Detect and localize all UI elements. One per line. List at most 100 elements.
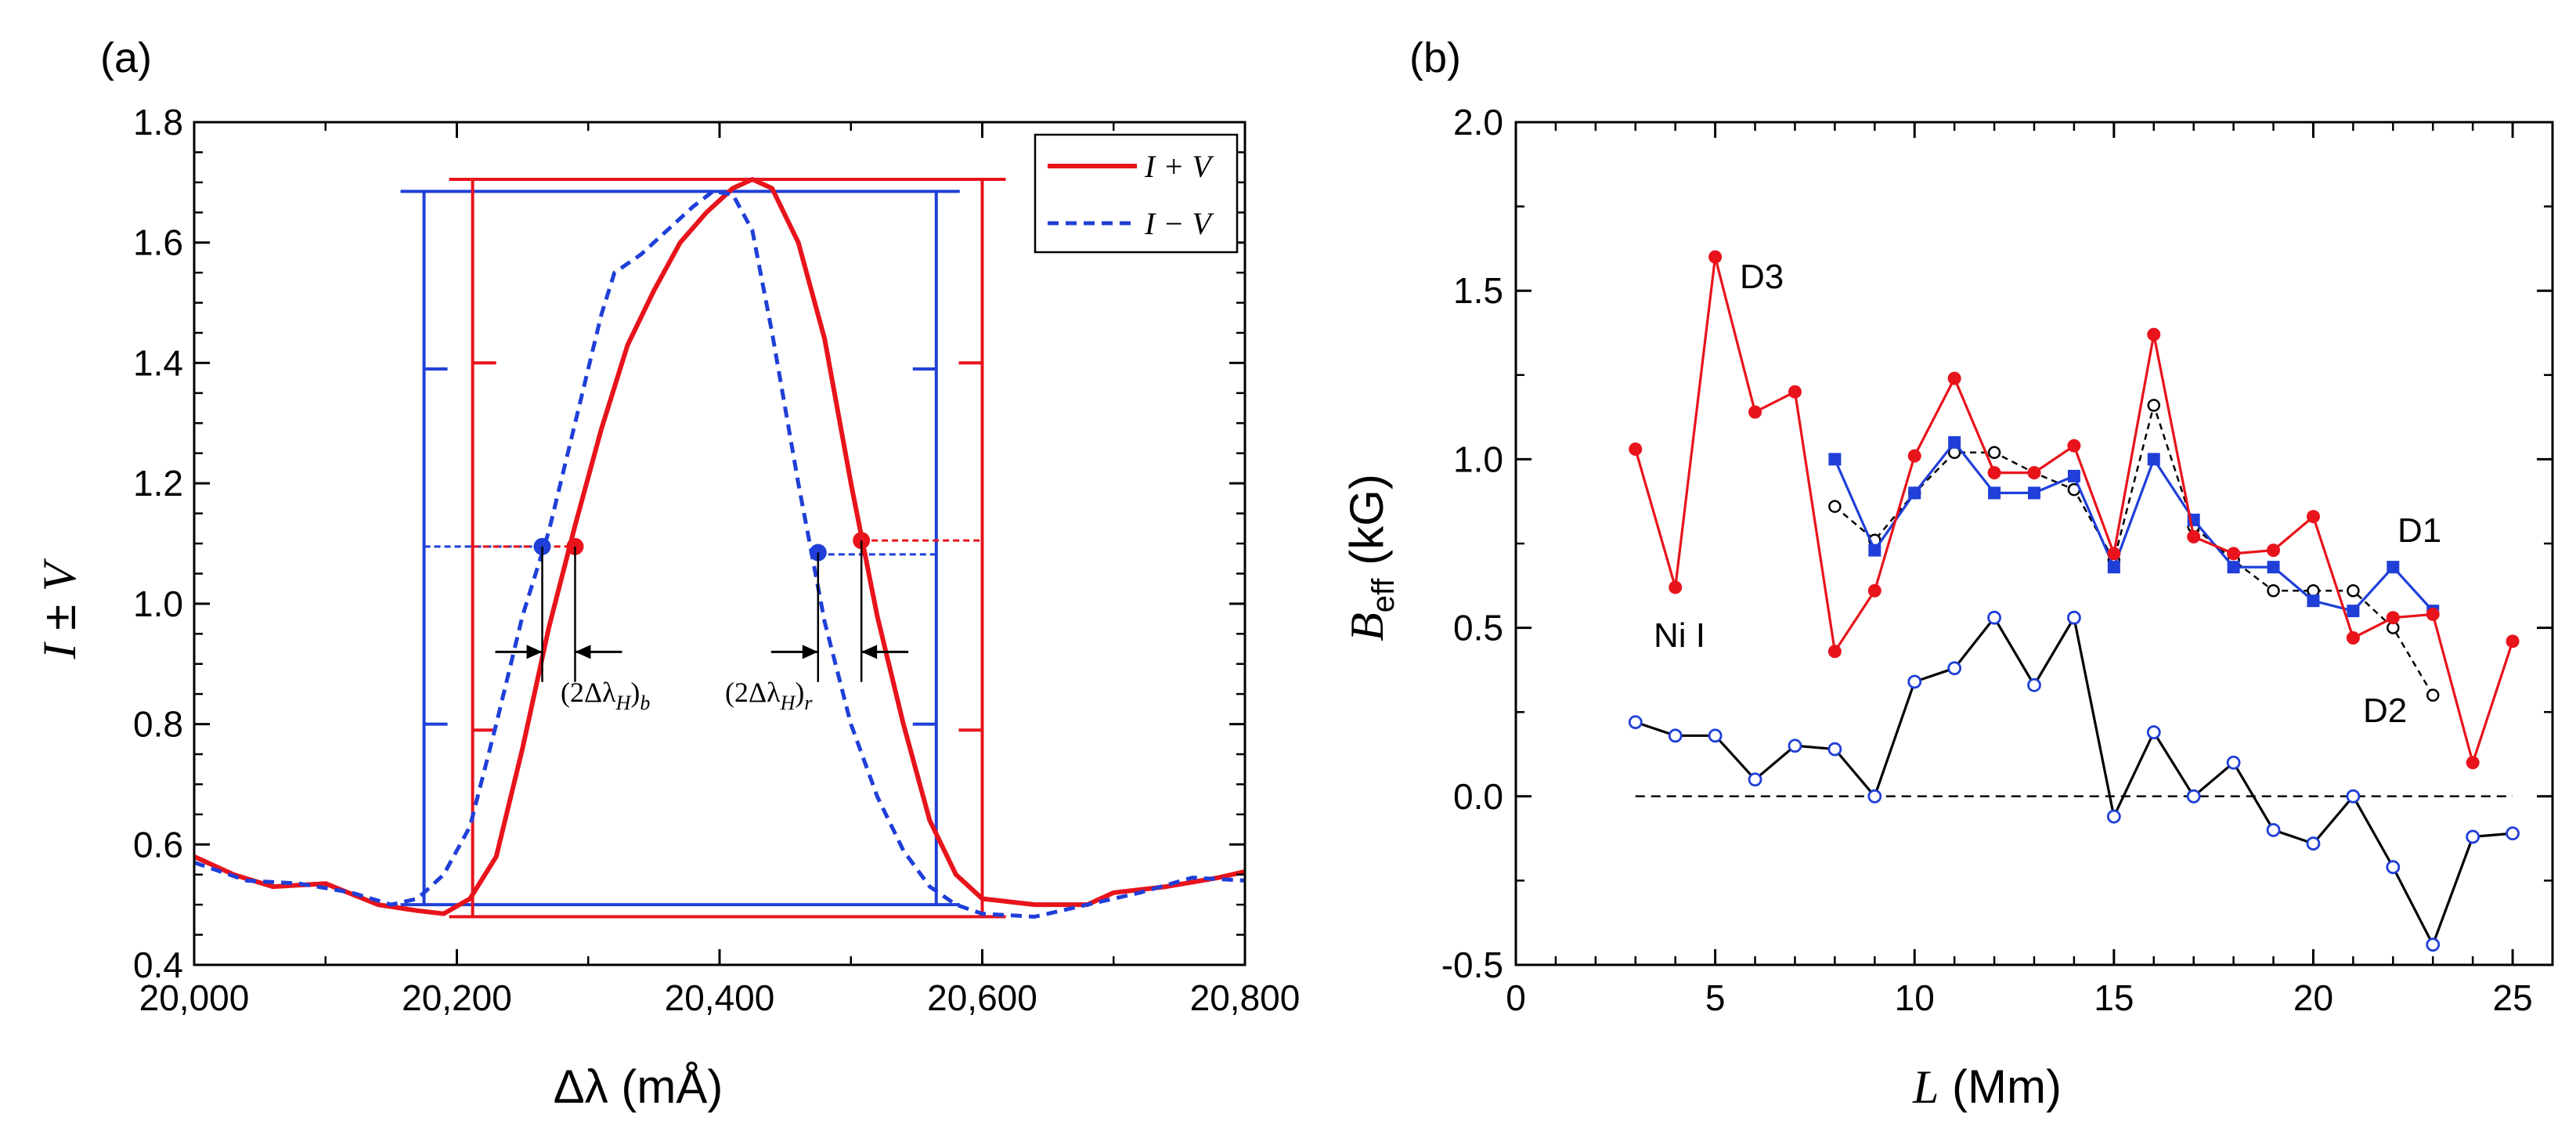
point-d3 — [2386, 611, 2400, 625]
point-d3 — [1907, 449, 1921, 463]
point-d2 — [1828, 500, 1842, 513]
point-d3 — [2346, 631, 2360, 645]
point-d3 — [2067, 439, 2081, 453]
a-ytick-label: 1.0 — [133, 583, 183, 624]
panel-b-y-axis-title: Beff (kG) — [1340, 474, 1401, 641]
point-d3 — [2466, 756, 2480, 770]
annotation-2dlh-b: (2ΔλH)b — [561, 677, 650, 714]
point-ni-i — [2346, 789, 2361, 804]
b-xtick-label: 25 — [2492, 977, 2532, 1018]
panel-a-chart: 20,000 20,200 20,400 20,600 20,800 0.4 0.6 0.8 1… — [33, 102, 1300, 1113]
point-ni-i — [2386, 860, 2401, 875]
a-ytick-label: 1.6 — [133, 222, 183, 263]
b-xtick-label: 20 — [2293, 977, 2333, 1018]
arrow-0-left-head — [526, 645, 543, 659]
point-d3 — [1708, 250, 1723, 264]
legend-box — [1034, 133, 1239, 254]
point-ni-i — [2466, 829, 2480, 844]
a-xtick-label: 20,000 — [139, 977, 250, 1018]
panel-a-x-axis-title: Δλ (mÅ) — [554, 1060, 723, 1113]
point-d3 — [2147, 327, 2161, 341]
series-label-d3: D3 — [1740, 258, 1784, 296]
point-d1 — [2347, 605, 2360, 618]
a-ytick-label: 1.4 — [133, 342, 183, 383]
arrow-1-right-head — [861, 645, 878, 659]
a-xtick-label: 20,800 — [1190, 977, 1301, 1018]
panel-label-a: (a) — [100, 34, 152, 81]
point-ni-i — [2266, 822, 2281, 837]
point-d3 — [1987, 466, 2001, 480]
point-d1 — [2028, 486, 2040, 500]
a-ytick-label: 0.4 — [133, 945, 183, 985]
point-ni-i — [1788, 739, 1802, 753]
b-ytick-label: 0.0 — [1453, 776, 1503, 817]
point-d3 — [2227, 547, 2241, 561]
point-d1 — [1828, 453, 1842, 466]
point-ni-i — [2186, 789, 2201, 804]
point-d3 — [1867, 583, 1881, 598]
series-line-ni-i — [1635, 614, 2513, 948]
point-d3 — [2187, 529, 2201, 544]
point-d1 — [2307, 594, 2320, 608]
series-label-d2: D2 — [2363, 692, 2407, 730]
point-d2 — [1987, 446, 2001, 460]
point-d3 — [1669, 580, 1683, 594]
panel-b-frame — [1514, 121, 2554, 966]
point-ni-i — [2027, 677, 2041, 692]
b-xtick-label: 0 — [1506, 977, 1526, 1018]
point-ni-i — [2426, 937, 2441, 952]
point-d2 — [2267, 584, 2280, 598]
point-d1 — [2067, 469, 2080, 482]
a-ytick-label: 0.8 — [133, 704, 183, 745]
point-d1 — [1988, 486, 2001, 500]
annotation-2dlh-r: (2ΔλH)r — [725, 677, 813, 714]
series-line-d1 — [1833, 440, 2434, 612]
legend-label-i-minus-v: I − V — [1144, 206, 1214, 241]
panel-a-frame — [193, 121, 1247, 966]
arrow-1-left-head — [802, 645, 818, 659]
series-line-i-minus-v — [193, 189, 1246, 919]
point-d2 — [2147, 399, 2161, 412]
a-ytick-label: 1.8 — [133, 102, 183, 143]
point-d3 — [2267, 544, 2281, 558]
point-d1 — [2227, 561, 2240, 574]
point-ni-i — [1827, 742, 1842, 757]
point-d3 — [1748, 405, 1762, 419]
point-ni-i — [1708, 728, 1723, 743]
series-label-d1: D1 — [2397, 511, 2441, 550]
point-d3 — [2426, 607, 2440, 621]
point-d1 — [1868, 544, 1881, 557]
point-ni-i — [1748, 772, 1762, 787]
a-xtick-label: 20,200 — [402, 977, 512, 1018]
point-ni-i — [1668, 728, 1683, 743]
point-ni-i — [2226, 755, 2241, 770]
point-d3 — [1788, 385, 1802, 399]
b-ytick-label: 1.0 — [1453, 439, 1503, 479]
point-ni-i — [2106, 809, 2121, 824]
panel-a-arrows — [495, 540, 909, 682]
point-ni-i — [1867, 789, 1882, 804]
b-ytick-label: 1.5 — [1453, 270, 1503, 311]
point-d3 — [2506, 634, 2520, 648]
a-xtick-label: 20,600 — [927, 977, 1037, 1018]
b-ytick-label: 0.5 — [1453, 608, 1503, 648]
point-d2 — [2347, 584, 2360, 598]
b-xtick-label: 5 — [1705, 977, 1726, 1018]
a-ytick-label: 0.6 — [133, 824, 183, 865]
point-d3 — [2107, 547, 2121, 561]
point-d1 — [2147, 453, 2160, 466]
point-ni-i — [2146, 725, 2161, 739]
point-ni-i — [1947, 661, 1962, 676]
legend-label-i-plus-v: I + V — [1144, 149, 1214, 184]
series-label-ni-i: Ni I — [1654, 616, 1705, 655]
point-ni-i — [2067, 610, 2081, 625]
arrow-0-right-head — [575, 645, 591, 659]
point-d3 — [2306, 510, 2320, 524]
point-ni-i — [1987, 610, 2001, 625]
b-ytick-label: -0.5 — [1441, 945, 1503, 985]
panel-b-x-axis-title: L (Mm) — [1912, 1060, 2062, 1113]
point-d3 — [2027, 466, 2041, 480]
point-d3 — [1827, 645, 1842, 659]
a-ytick-label: 1.2 — [133, 463, 183, 504]
